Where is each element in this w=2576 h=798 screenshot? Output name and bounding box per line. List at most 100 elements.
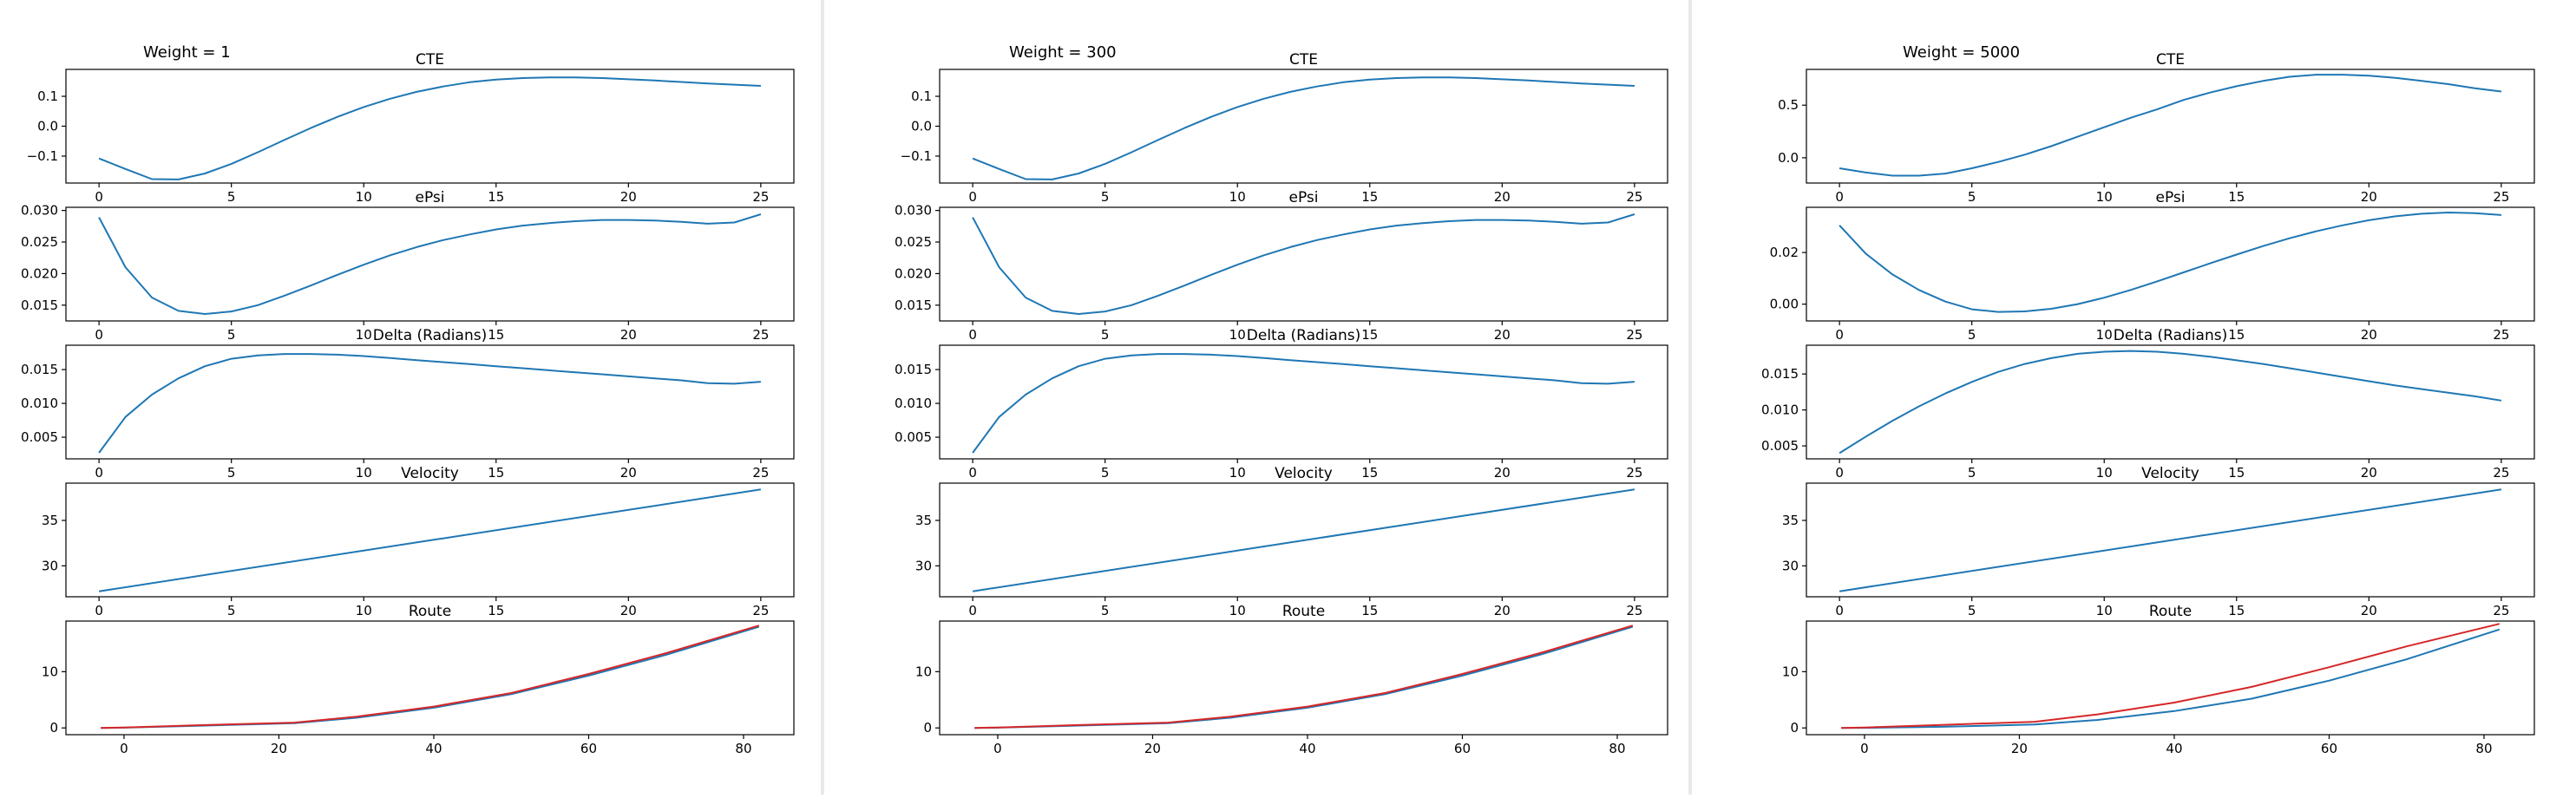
y-tick-label: 0.005 [1761,438,1799,454]
x-tick-label: 20 [2361,327,2377,343]
x-tick-label: 5 [1968,189,1976,205]
series-line-1 [98,353,761,454]
x-tick-label: 15 [2228,327,2245,343]
y-tick-label: 30 [915,558,932,573]
subplot-title: Route [2149,603,2192,620]
subplot-title: CTE [416,51,444,69]
axes-frame [65,344,795,460]
axes-frame [939,482,1668,598]
subplot-title: ePsi [416,189,445,206]
subplot-cte: CTE 0.1 0.0 −0.1 0 5 10 15 20 25 [901,51,1668,205]
x-tick-label: 0 [1835,465,1844,481]
x-tick-label: 0 [120,741,128,756]
x-tick-label: 5 [1101,327,1110,343]
x-tick-label: 10 [1229,189,1246,205]
panel-2: Weight = 300 CTE 0.1 0.0 −0.1 0 5 10 15 20 25 ePsi 0… [895,43,1668,756]
series-line-1 [101,625,760,729]
x-tick-label: 20 [271,741,287,756]
y-tick-label: 0.020 [895,265,932,281]
x-tick-label: 10 [356,603,372,618]
axes-frame [1806,482,2535,598]
series-line-1 [1839,212,2501,313]
y-tick-label: 10 [915,664,932,679]
x-tick-label: 5 [1101,465,1110,481]
subplot-title: Velocity [2141,465,2199,482]
axes-frame [939,206,1668,322]
subplot-velocity: Velocity 35 30 0 5 10 15 20 25 [915,465,1668,618]
axes-frame [939,620,1668,736]
y-tick-label: 0.015 [895,298,932,313]
subplot-title: Velocity [1275,465,1333,482]
x-tick-label: 15 [2228,189,2245,205]
series-line-1 [972,353,1635,454]
axes-frame [65,482,795,598]
series-line-1 [972,488,1635,592]
x-tick-label: 15 [488,327,504,343]
x-tick-label: 80 [2475,741,2492,756]
subplot-title: Velocity [401,465,459,482]
subplot-title: Delta (Radians) [373,327,487,344]
series-line-1 [98,488,762,592]
x-tick-label: 10 [2096,327,2113,343]
subplot-delta-radians: Delta (Radians) 0.015 0.010 0.005 0 5 10 15 20 25 [895,327,1668,481]
x-tick-label: 25 [752,327,769,343]
x-tick-label: 10 [1229,465,1246,481]
y-tick-label: 35 [915,513,932,528]
series-line-1 [1839,74,2502,177]
x-tick-label: 0 [95,465,103,481]
x-tick-label: 10 [2096,465,2113,481]
y-tick-label: 0.0 [37,119,58,134]
subplot-cte: CTE 0.1 0.0 −0.1 0 5 10 15 20 25 [27,51,795,205]
x-tick-label: 25 [752,189,769,205]
y-tick-label: 0.010 [1761,402,1799,418]
x-tick-label: 25 [1626,465,1642,481]
axes-frame [1806,69,2535,184]
y-tick-label: 0.015 [21,298,58,313]
y-tick-label: 0 [923,720,932,736]
x-tick-label: 5 [1968,603,1976,618]
x-tick-label: 10 [356,465,372,481]
weight-label: Weight = 1 [143,43,231,62]
axes-frame [939,344,1668,460]
y-tick-label: 0.1 [911,88,932,104]
x-tick-label: 15 [488,603,504,618]
y-tick-label: 0.015 [21,362,58,377]
x-tick-label: 60 [2321,741,2337,756]
subplot-title: Delta (Radians) [2114,327,2227,344]
x-tick-label: 15 [2228,603,2245,618]
subplot-route: Route 10 0 0 20 40 60 80 [1782,603,2535,756]
subplot-velocity: Velocity 35 30 0 5 10 15 20 25 [42,465,795,618]
x-tick-label: 20 [620,603,637,618]
x-tick-label: 10 [2096,603,2113,618]
axes-frame [65,69,795,184]
y-tick-label: 0.025 [895,234,932,250]
x-tick-label: 0 [95,189,103,205]
subplot-title: ePsi [2156,189,2186,206]
x-tick-label: 0 [1835,189,1844,205]
series-line-1 [1839,488,2502,592]
y-tick-label: 10 [42,664,58,679]
x-tick-label: 25 [1626,603,1642,618]
series-line-1 [972,213,1635,315]
series-line-1 [972,76,1635,180]
x-tick-label: 5 [227,603,236,618]
subplot-delta-radians: Delta (Radians) 0.015 0.010 0.005 0 5 10 15 20 25 [21,327,795,481]
x-tick-label: 15 [488,465,504,481]
axes-frame [65,206,795,322]
y-tick-label: 0.00 [1770,297,1799,312]
x-tick-label: 25 [2493,327,2509,343]
subplot-title: Route [1282,603,1325,620]
x-tick-label: 5 [227,189,236,205]
y-tick-label: 0.005 [895,429,932,445]
subplot-velocity: Velocity 35 30 0 5 10 15 20 25 [1782,465,2535,618]
x-tick-label: 25 [2493,465,2509,481]
x-tick-label: 40 [2166,741,2182,756]
y-tick-label: 30 [1782,558,1799,573]
y-tick-label: 0.5 [1778,97,1799,113]
axes-frame [1806,344,2535,460]
x-tick-label: 20 [1494,465,1511,481]
x-tick-label: 10 [356,189,372,205]
